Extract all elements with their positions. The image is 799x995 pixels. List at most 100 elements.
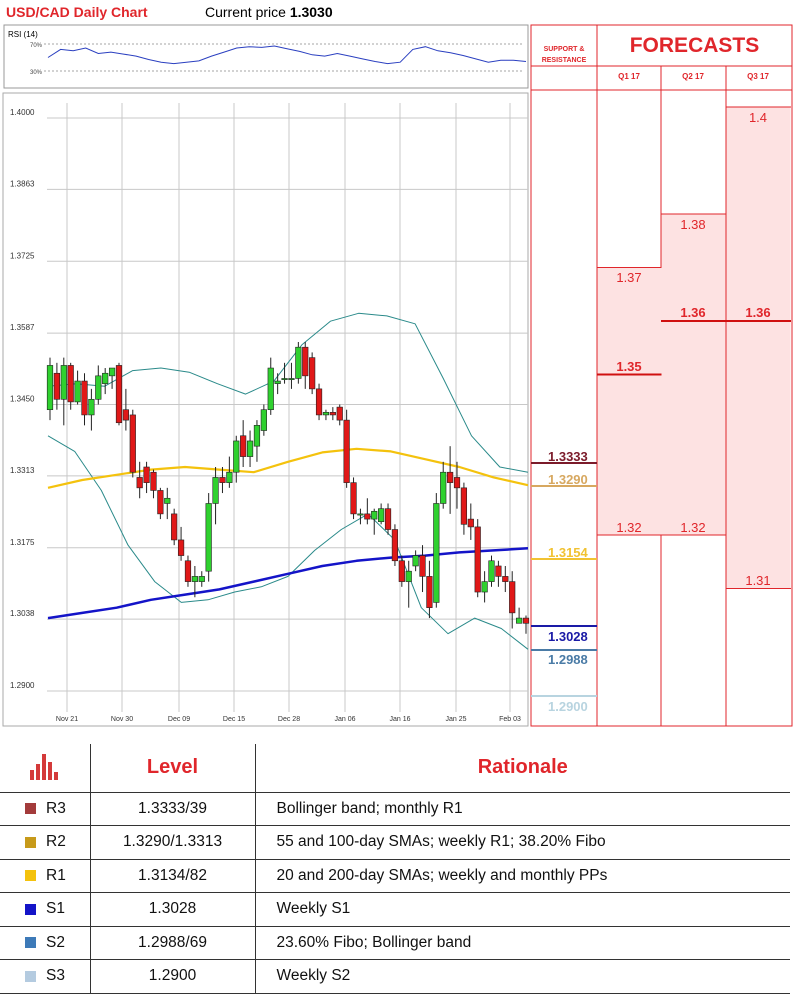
bollinger-lower-line [47,435,529,650]
table-row: R2 1.3290/1.3313 55 and 100-day SMAs; we… [0,825,790,860]
y-tick-label: 1.3175 [10,538,35,547]
candle-body [522,617,530,624]
level-color-swatch [25,903,36,915]
candle-body [398,560,405,582]
candle-body [253,425,261,447]
row-label-cell: R1 [0,859,91,893]
rsi-line [47,45,527,65]
candle-body [419,555,426,577]
y-tick-label: 1.2900 [10,681,35,690]
candle-body [233,440,240,473]
candle-body [329,412,336,416]
row-label-cell: R2 [0,825,91,860]
level-label: R3 [46,799,66,817]
candle-body [302,346,309,377]
candle-body [440,471,447,504]
candle-body [46,365,54,411]
x-tick-label: Jan 25 [445,716,466,723]
candle-body [357,513,364,516]
sr-level-5: 1.2988 [548,652,588,667]
level-value: 1.3134/82 [90,859,256,893]
y-tick-label: 1.3038 [10,609,35,618]
table-row: S2 1.2988/69 23.60% Fibo; Bollinger band [0,926,790,960]
table-header-icon-cell [0,744,91,793]
sr-level-3: 1.3154 [548,545,588,560]
forecast-q2-mid: 1.36 [680,305,706,320]
candle-body [129,414,136,473]
candle-body [405,570,412,582]
candle-body [509,581,516,614]
level-rationale: Weekly S2 [255,959,790,994]
candle-body [143,466,150,483]
candle-body [74,380,81,403]
forecast-q3-high: 1.4 [748,110,768,125]
candle-body [453,477,461,489]
candle-body [157,490,164,515]
candle-body [502,576,509,582]
y-tick-label: 1.3725 [10,251,35,260]
candle-body [433,503,440,603]
candle-body [274,380,281,384]
sma-200-line [47,547,529,620]
quarter-header-q1: Q1 17 [618,72,640,81]
forecast-q3-low: 1.31 [745,573,771,588]
forecast-q1-high: 1.37 [616,270,642,285]
x-tick-label: Feb 03 [499,716,521,723]
level-value: 1.3028 [90,892,256,927]
quarter-header-q2: Q2 17 [682,72,704,81]
candle-body [426,576,433,608]
forecast-range [597,267,662,535]
candle-body [219,477,226,483]
candle-body [53,372,60,400]
candle-body [309,357,316,390]
y-tick-label: 1.3587 [10,323,35,332]
candle-body [350,482,357,515]
candle-body [412,555,419,567]
x-tick-label: Dec 09 [168,716,190,723]
rsi-label: RSI (14) [8,30,38,39]
candle-body [481,581,488,593]
x-tick-label: Jan 06 [334,716,355,723]
level-label: S2 [46,933,65,951]
forecast-q1-low: 1.32 [616,520,642,535]
candle-body [198,576,205,582]
candle-body [474,526,481,593]
candle-body [495,565,502,577]
table-header-level: Level [90,744,256,793]
y-tick-label: 1.3450 [10,395,35,404]
level-label: S3 [46,967,65,985]
candle-body [336,406,343,421]
candle-body [343,419,350,483]
level-rationale: 23.60% Fibo; Bollinger band [255,926,790,960]
candle-body [191,576,198,582]
candle-body [171,513,178,541]
level-rationale: 20 and 200-day SMAs; weekly and monthly … [255,859,790,893]
candle-body [136,477,143,489]
levels-table-header: Level Rationale [0,744,790,793]
sr-level-1: 1.3333 [548,449,588,464]
forecast-q1-mid: 1.35 [616,359,642,374]
candle-body [391,529,399,562]
level-value: 1.2900 [90,959,256,994]
candle-body [240,435,247,457]
candle-body [315,388,323,416]
candle-body [378,508,385,523]
level-color-swatch [25,803,36,815]
candle-body [488,560,495,582]
rsi-panel [3,24,529,89]
sr-header-line2: RESISTANCE [541,57,587,64]
row-label-cell: S2 [0,926,91,960]
candle-body [226,471,233,483]
current-price: Current price 1.3030 [205,4,333,20]
table-row: S3 1.2900 Weekly S2 [0,959,790,994]
y-tick-label: 1.3863 [10,179,35,188]
candle-body [81,380,88,416]
candle-body [95,375,102,400]
sr-level-4: 1.3028 [548,629,588,644]
forecast-q3-mid: 1.36 [745,305,771,320]
rsi-30-label: 30% [30,70,43,76]
forecast-range [661,214,726,535]
candle-body [150,471,157,491]
candle-body [322,412,330,416]
sr-level-2: 1.3290 [548,472,588,487]
